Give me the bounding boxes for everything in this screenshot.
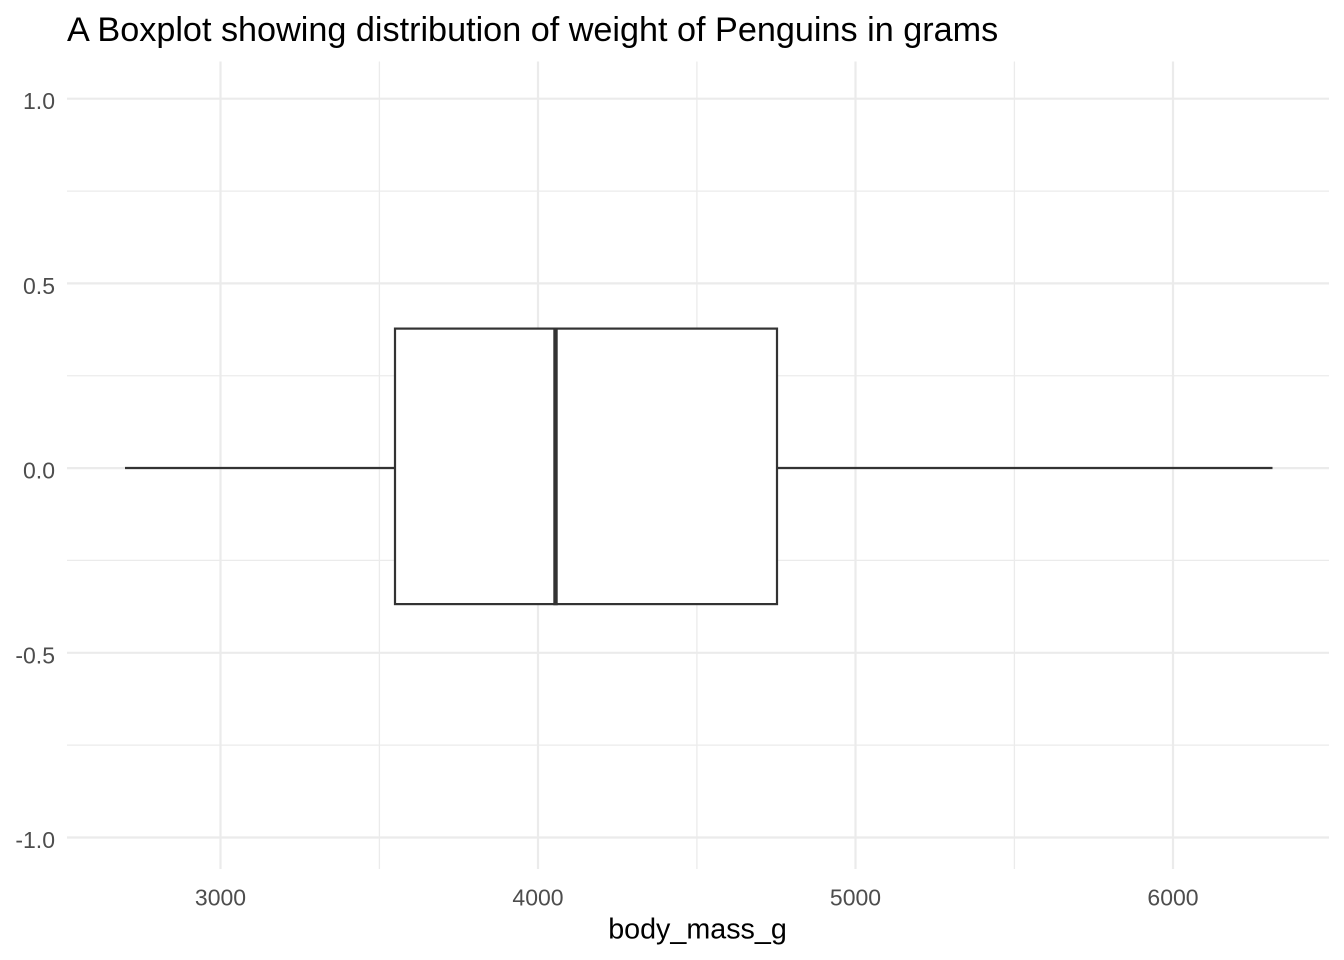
svg-text:3000: 3000 [195, 885, 246, 911]
svg-text:-0.5: -0.5 [15, 642, 55, 668]
svg-text:1.0: 1.0 [23, 88, 55, 114]
svg-text:body_mass_g: body_mass_g [608, 914, 787, 946]
svg-text:0.0: 0.0 [23, 458, 55, 484]
svg-text:0.5: 0.5 [23, 273, 55, 299]
svg-text:A Boxplot showing distribution: A Boxplot showing distribution of weight… [67, 11, 998, 49]
svg-text:5000: 5000 [830, 885, 881, 911]
svg-text:6000: 6000 [1147, 885, 1198, 911]
svg-text:4000: 4000 [512, 885, 563, 911]
svg-text:-1.0: -1.0 [15, 827, 55, 853]
